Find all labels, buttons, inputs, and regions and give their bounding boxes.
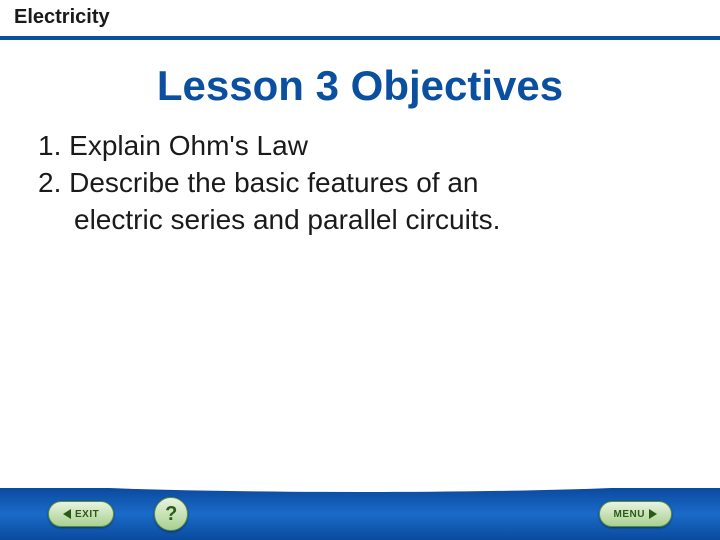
forward-arrow-icon <box>649 509 657 519</box>
list-item: 2. Describe the basic features of an <box>38 165 682 200</box>
menu-label: MENU <box>614 509 645 520</box>
item-text: Describe the basic features of an <box>69 167 478 198</box>
exit-button[interactable]: EXIT <box>48 501 114 527</box>
slide: Electricity Lesson 3 Objectives 1. Expla… <box>0 0 720 540</box>
objectives-list: 1. Explain Ohm's Law 2. Describe the bas… <box>0 128 720 239</box>
footer-curve-decoration <box>0 478 720 492</box>
footer-left-group: EXIT ? <box>48 497 188 531</box>
list-item-continuation: electric series and parallel circuits. <box>38 202 682 237</box>
help-button[interactable]: ? <box>154 497 188 531</box>
footer-bar: EXIT ? MENU <box>0 488 720 540</box>
chapter-title: Electricity <box>14 6 706 29</box>
item-text-cont: electric series and parallel circuits. <box>74 204 500 235</box>
back-arrow-icon <box>63 509 71 519</box>
list-item: 1. Explain Ohm's Law <box>38 128 682 163</box>
item-number: 2. <box>38 167 61 198</box>
menu-button[interactable]: MENU <box>599 501 672 527</box>
item-number: 1. <box>38 130 61 161</box>
question-icon: ? <box>165 503 177 526</box>
slide-title: Lesson 3 Objectives <box>0 62 720 110</box>
header-bar: Electricity <box>0 0 720 40</box>
item-text: Explain Ohm's Law <box>69 130 308 161</box>
exit-label: EXIT <box>75 509 99 520</box>
